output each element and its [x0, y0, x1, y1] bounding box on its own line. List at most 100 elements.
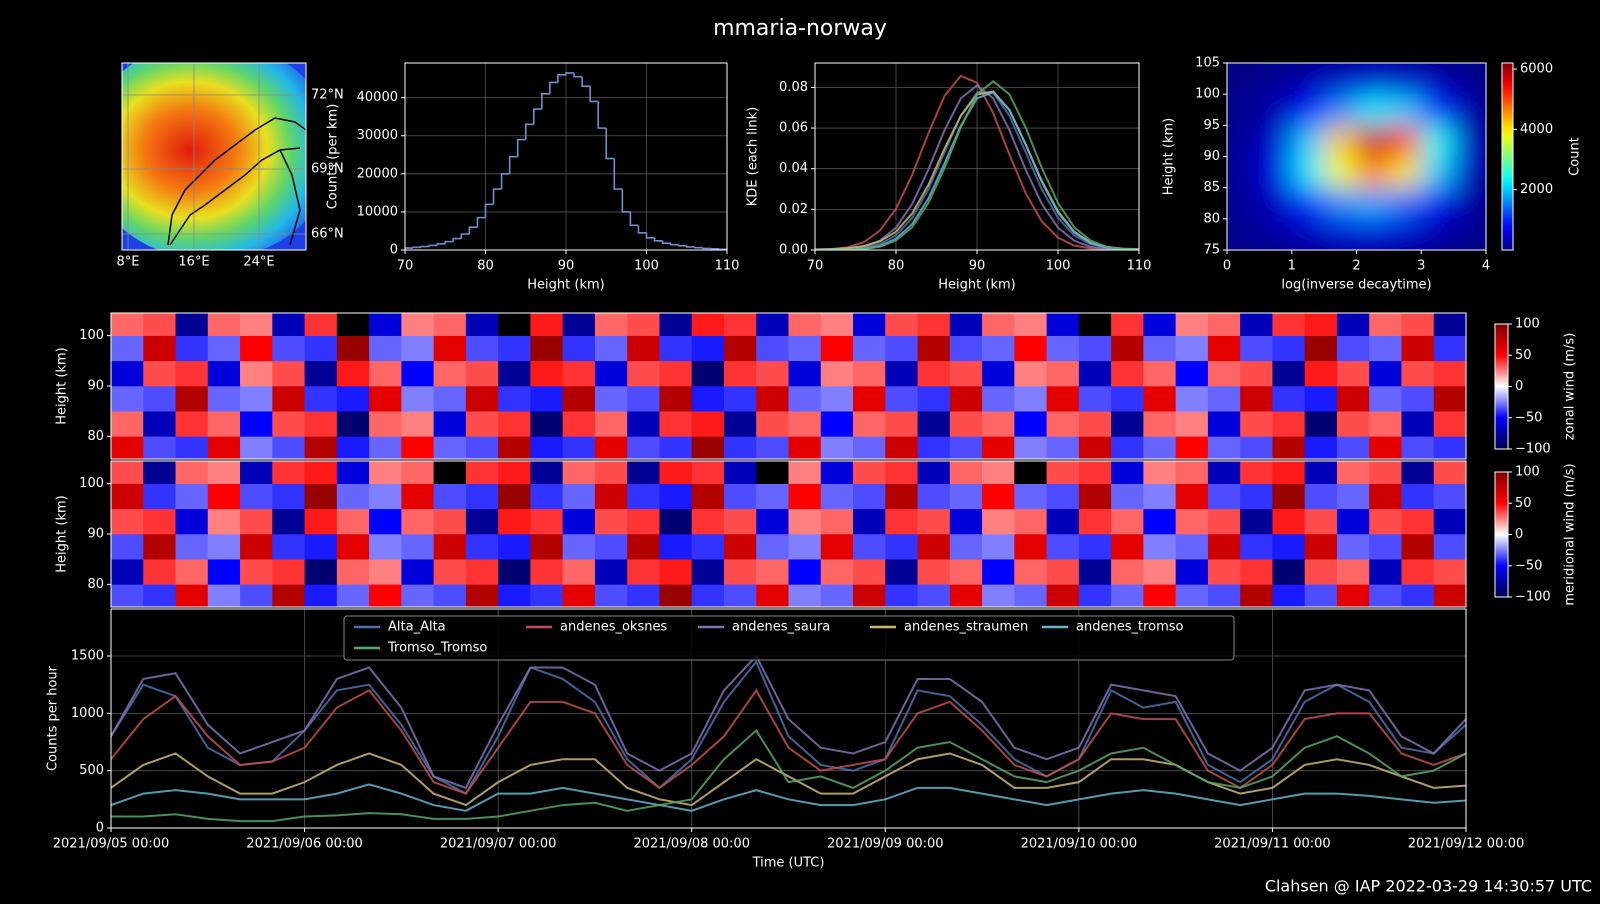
heatmap-cell: [305, 361, 338, 387]
histogram-bin: [671, 243, 679, 245]
heatmap-cell: [659, 335, 692, 361]
heatmap-cell: [821, 559, 854, 585]
heatmap-cell: [1357, 187, 1390, 219]
heatmap-cell: [1357, 94, 1390, 126]
heatmap-cell: [240, 458, 273, 484]
heatmap-cell: [821, 310, 854, 336]
heatmap-cell: [208, 310, 241, 336]
heatmap-cell: [595, 411, 628, 437]
heatmap-cell: [1401, 509, 1434, 535]
heatmap-cell: [659, 310, 692, 336]
heatmap-cell: [853, 458, 886, 484]
histogram-bin: [574, 73, 582, 77]
heatmap-cell: [369, 310, 402, 336]
heatmap-cell: [434, 559, 467, 585]
colorbar-tick-label: 100: [1515, 465, 1540, 480]
x-tick-label: 2021/09/05 00:00: [53, 837, 170, 852]
heatmap-cell: [466, 534, 499, 560]
heatmap-cell: [401, 411, 434, 437]
heatmap-cell: [756, 335, 789, 361]
heatmap-cell: [821, 483, 854, 509]
heatmap-cell: [1111, 361, 1144, 387]
heatmap-cell: [1259, 219, 1292, 251]
heatmap-cell: [982, 361, 1015, 387]
heatmap-cell: [240, 559, 273, 585]
heatmap-cell: [789, 483, 822, 509]
heatmap-cell: [1389, 63, 1422, 95]
heatmap-cell: [369, 483, 402, 509]
heatmap-cell: [1305, 559, 1338, 585]
heatmap-cell: [563, 361, 596, 387]
heatmap-cell: [1014, 335, 1047, 361]
heatmap-cell: [724, 509, 757, 535]
heatmap-cell: [1454, 63, 1487, 95]
heatmap-cell: [627, 386, 660, 412]
heatmap-cell: [853, 584, 886, 610]
heatmap-cell: [1208, 361, 1241, 387]
heatmap-cell: [1240, 335, 1273, 361]
heatmap-cell: [563, 483, 596, 509]
heatmap-cell: [1305, 584, 1338, 610]
heatmap-cell: [1389, 187, 1422, 219]
heatmap-cell: [724, 483, 757, 509]
heatmap-cell: [176, 458, 209, 484]
heatmap-cell: [821, 386, 854, 412]
heatmap-cell: [498, 411, 531, 437]
y-tick-label: 0: [96, 821, 104, 836]
heatmap-cell: [305, 335, 338, 361]
heatmap-cell: [1401, 386, 1434, 412]
histogram-bin: [655, 238, 663, 241]
histogram-bin: [486, 204, 494, 217]
heatmap-cell: [1208, 458, 1241, 484]
heatmap-cell: [111, 411, 144, 437]
heatmap-cell: [756, 559, 789, 585]
heatmap-cell: [853, 386, 886, 412]
heatmap-cell: [1434, 458, 1467, 484]
heatmap-cell: [466, 386, 499, 412]
heatmap-cell: [1208, 584, 1241, 610]
heatmap-cell: [595, 584, 628, 610]
heatmap-cell: [982, 483, 1015, 509]
heatmap-cell: [1240, 483, 1273, 509]
heatmap-cell: [208, 483, 241, 509]
heatmap-cell: [1434, 335, 1467, 361]
colorbar-tick-label: 50: [1515, 348, 1532, 363]
heatmap-cell: [143, 584, 176, 610]
footer: Clahsen @ IAP 2022-03-29 14:30:57 UTC: [1265, 877, 1592, 896]
histogram-bin: [429, 245, 437, 246]
heatmap-cell: [1014, 436, 1047, 462]
heatmap-cell: [434, 335, 467, 361]
heatmap-cell: [627, 483, 660, 509]
heatmap-cell: [724, 386, 757, 412]
heatmap-cell: [1389, 125, 1422, 157]
heatmap-cell: [692, 584, 725, 610]
heatmap-cell: [1014, 411, 1047, 437]
heatmap-cell: [1111, 310, 1144, 336]
histogram-bin: [703, 248, 711, 249]
heatmap-cell: [821, 509, 854, 535]
heatmap-cell: [240, 436, 273, 462]
legend-label: Tromso_Tromso: [387, 641, 487, 656]
x-tick-label: 80: [888, 259, 905, 274]
heatmap-cell: [885, 534, 918, 560]
heatmap-cell: [1434, 483, 1467, 509]
heatmap-cell: [369, 584, 402, 610]
heatmap-cell: [756, 584, 789, 610]
y-tick-label: 80: [1203, 211, 1220, 226]
x-tick-label: 110: [1127, 259, 1152, 274]
heatmap-cell: [305, 436, 338, 462]
heatmap-cell: [918, 386, 951, 412]
heatmap-cell: [1357, 125, 1390, 157]
heatmap-cell: [208, 386, 241, 412]
heatmap-cell: [563, 436, 596, 462]
heatmap-cell: [208, 411, 241, 437]
heatmap-cell: [466, 411, 499, 437]
heatmap-cell: [950, 559, 983, 585]
figure-title: mmaria-norway: [713, 16, 887, 41]
heatmap-cell: [401, 559, 434, 585]
heatmap-cell: [143, 458, 176, 484]
heatmap-cell: [337, 534, 370, 560]
heatmap-cell: [627, 534, 660, 560]
heatmap-cell: [627, 411, 660, 437]
heatmap-cell: [1047, 361, 1080, 387]
